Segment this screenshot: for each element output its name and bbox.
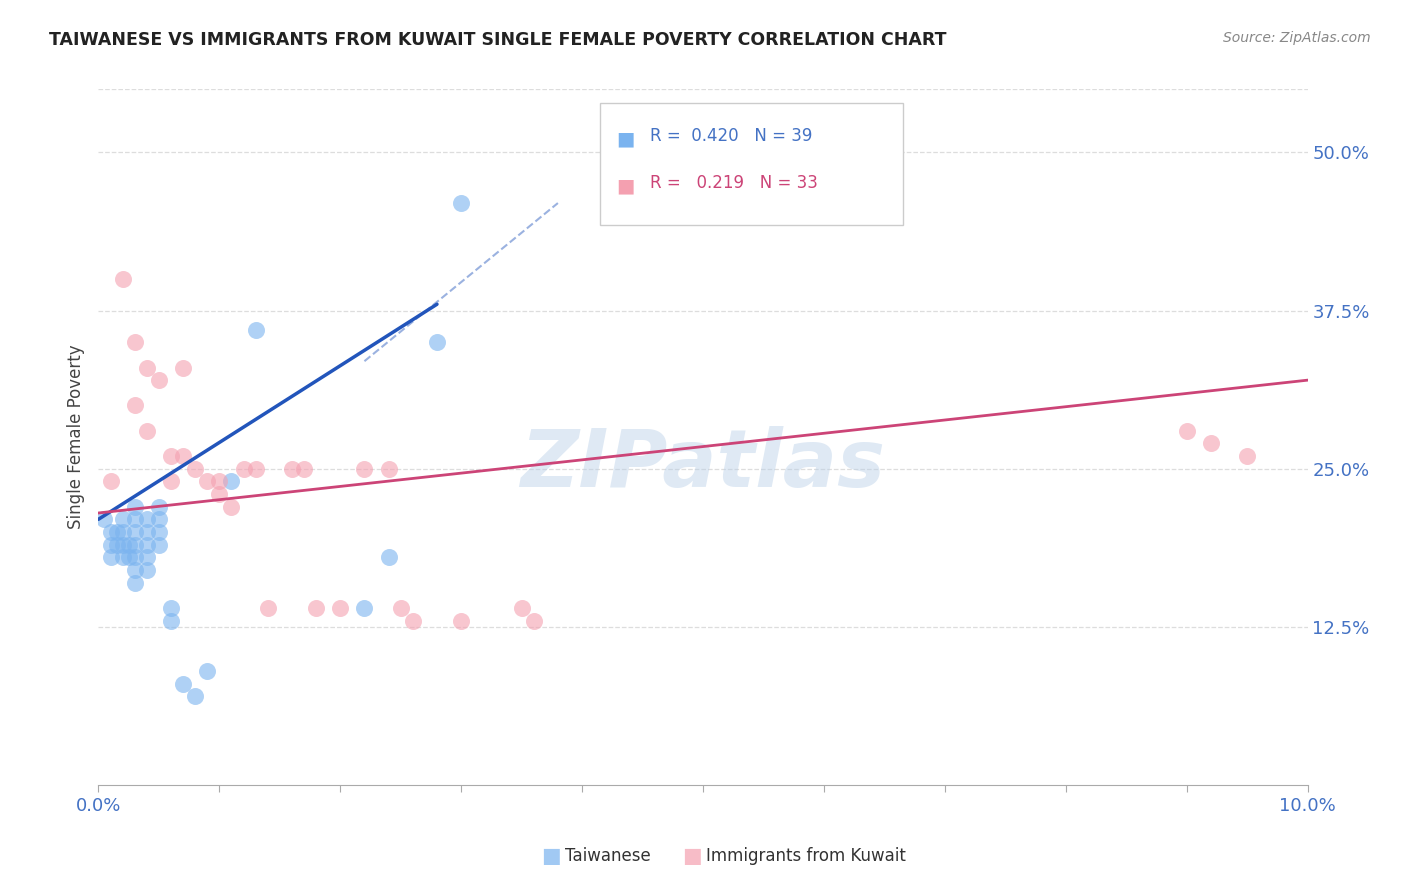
Point bbox=[1175, 424, 1198, 438]
Point bbox=[195, 475, 218, 489]
Point bbox=[100, 538, 122, 552]
Point bbox=[124, 399, 146, 413]
Point bbox=[111, 524, 134, 539]
Point bbox=[510, 600, 533, 615]
Point bbox=[208, 475, 231, 489]
Point bbox=[124, 524, 146, 539]
Point bbox=[100, 550, 122, 565]
Point bbox=[450, 196, 472, 211]
Point bbox=[172, 449, 194, 463]
Point bbox=[135, 563, 157, 577]
Point bbox=[105, 524, 128, 539]
Point bbox=[1199, 436, 1222, 450]
Point bbox=[389, 600, 412, 615]
Text: Source: ZipAtlas.com: Source: ZipAtlas.com bbox=[1223, 31, 1371, 45]
Point bbox=[245, 322, 267, 336]
Text: ■: ■ bbox=[616, 129, 634, 149]
Point bbox=[135, 550, 157, 565]
FancyBboxPatch shape bbox=[600, 103, 903, 225]
Point bbox=[305, 600, 328, 615]
Point bbox=[148, 524, 170, 539]
Text: Taiwanese: Taiwanese bbox=[565, 847, 651, 865]
Point bbox=[426, 335, 449, 350]
Point bbox=[118, 550, 141, 565]
Point bbox=[523, 614, 546, 628]
Point bbox=[93, 512, 115, 526]
Point bbox=[124, 538, 146, 552]
Point bbox=[184, 461, 207, 475]
Point bbox=[124, 335, 146, 350]
Point bbox=[124, 550, 146, 565]
Text: ZIPatlas: ZIPatlas bbox=[520, 425, 886, 504]
Text: ■: ■ bbox=[682, 847, 702, 866]
Point bbox=[111, 550, 134, 565]
Text: Immigrants from Kuwait: Immigrants from Kuwait bbox=[706, 847, 905, 865]
Point bbox=[111, 272, 134, 286]
Point bbox=[377, 550, 399, 565]
Point bbox=[148, 538, 170, 552]
Y-axis label: Single Female Poverty: Single Female Poverty bbox=[66, 345, 84, 529]
Point bbox=[111, 512, 134, 526]
Point bbox=[353, 600, 375, 615]
Point bbox=[377, 461, 399, 475]
Point bbox=[172, 360, 194, 375]
Point bbox=[172, 677, 194, 691]
Point bbox=[292, 461, 315, 475]
Point bbox=[208, 487, 231, 501]
Text: TAIWANESE VS IMMIGRANTS FROM KUWAIT SINGLE FEMALE POVERTY CORRELATION CHART: TAIWANESE VS IMMIGRANTS FROM KUWAIT SING… bbox=[49, 31, 946, 49]
Point bbox=[329, 600, 352, 615]
Point bbox=[135, 538, 157, 552]
Point bbox=[118, 538, 141, 552]
Point bbox=[160, 449, 183, 463]
Text: ■: ■ bbox=[616, 177, 634, 195]
Point bbox=[100, 524, 122, 539]
Point bbox=[160, 600, 183, 615]
Point bbox=[135, 512, 157, 526]
Point bbox=[105, 538, 128, 552]
Point bbox=[195, 664, 218, 678]
Point bbox=[148, 500, 170, 514]
Point bbox=[245, 461, 267, 475]
Point bbox=[135, 360, 157, 375]
Text: R =   0.219   N = 33: R = 0.219 N = 33 bbox=[650, 174, 818, 192]
Point bbox=[221, 475, 243, 489]
Point bbox=[221, 500, 243, 514]
Point bbox=[124, 575, 146, 590]
Point bbox=[1236, 449, 1258, 463]
Point bbox=[353, 461, 375, 475]
Point bbox=[111, 538, 134, 552]
Point bbox=[148, 373, 170, 387]
Point bbox=[281, 461, 304, 475]
Point bbox=[124, 563, 146, 577]
Point bbox=[160, 614, 183, 628]
Point bbox=[184, 690, 207, 704]
Point bbox=[160, 475, 183, 489]
Text: R =  0.420   N = 39: R = 0.420 N = 39 bbox=[650, 128, 813, 145]
Point bbox=[256, 600, 278, 615]
Point bbox=[135, 424, 157, 438]
Point bbox=[450, 614, 472, 628]
Point bbox=[124, 512, 146, 526]
Point bbox=[124, 500, 146, 514]
Point bbox=[148, 512, 170, 526]
Text: ■: ■ bbox=[541, 847, 561, 866]
Point bbox=[402, 614, 425, 628]
Point bbox=[135, 524, 157, 539]
Point bbox=[232, 461, 254, 475]
Point bbox=[100, 475, 122, 489]
